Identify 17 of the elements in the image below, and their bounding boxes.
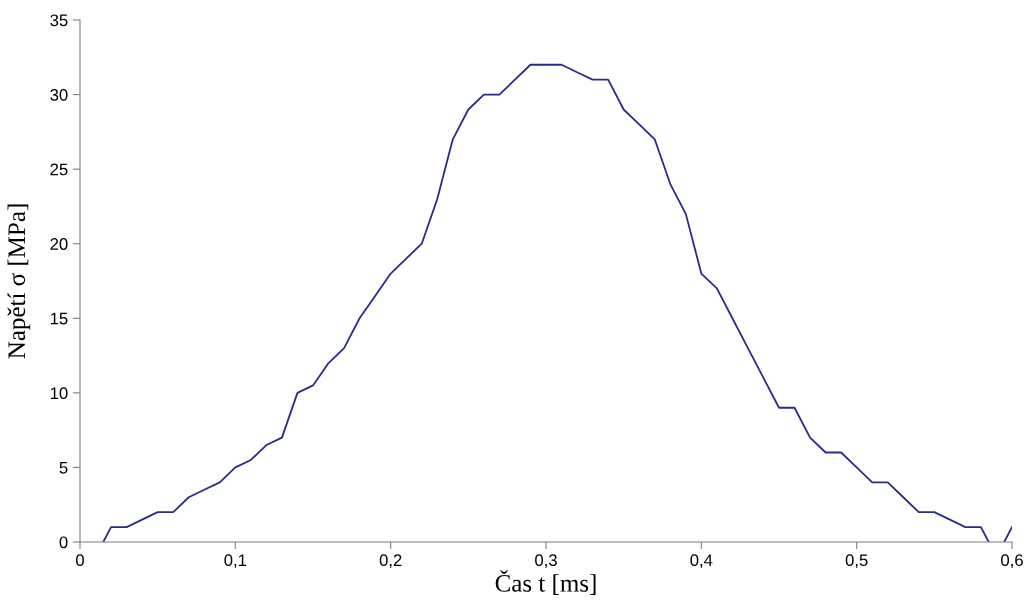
y-tick-label: 25 [50,163,68,176]
y-tick-label: 30 [50,88,68,101]
y-tick-label: 20 [50,238,68,250]
x-tick-label: 0,3 [535,554,557,569]
y-tick-label: 35 [50,14,68,27]
x-tick-label: 0,2 [379,554,402,569]
x-tick-label: 0,6 [1001,554,1023,569]
x-tick-label: 0,4 [690,554,713,569]
y-tick-label: 15 [50,312,68,325]
x-axis-title: Čas t [ms] [495,570,596,595]
y-tick-label: 5 [59,462,68,474]
x-tick-label: 0,5 [845,554,868,569]
y-tick-label: 10 [50,387,68,400]
x-tick-label: 0 [76,554,84,567]
x-tick-label: 0,1 [224,554,247,569]
y-axis-title: Napětí σ [MPa] [7,204,31,359]
y-tick-label: 0 [59,536,68,549]
